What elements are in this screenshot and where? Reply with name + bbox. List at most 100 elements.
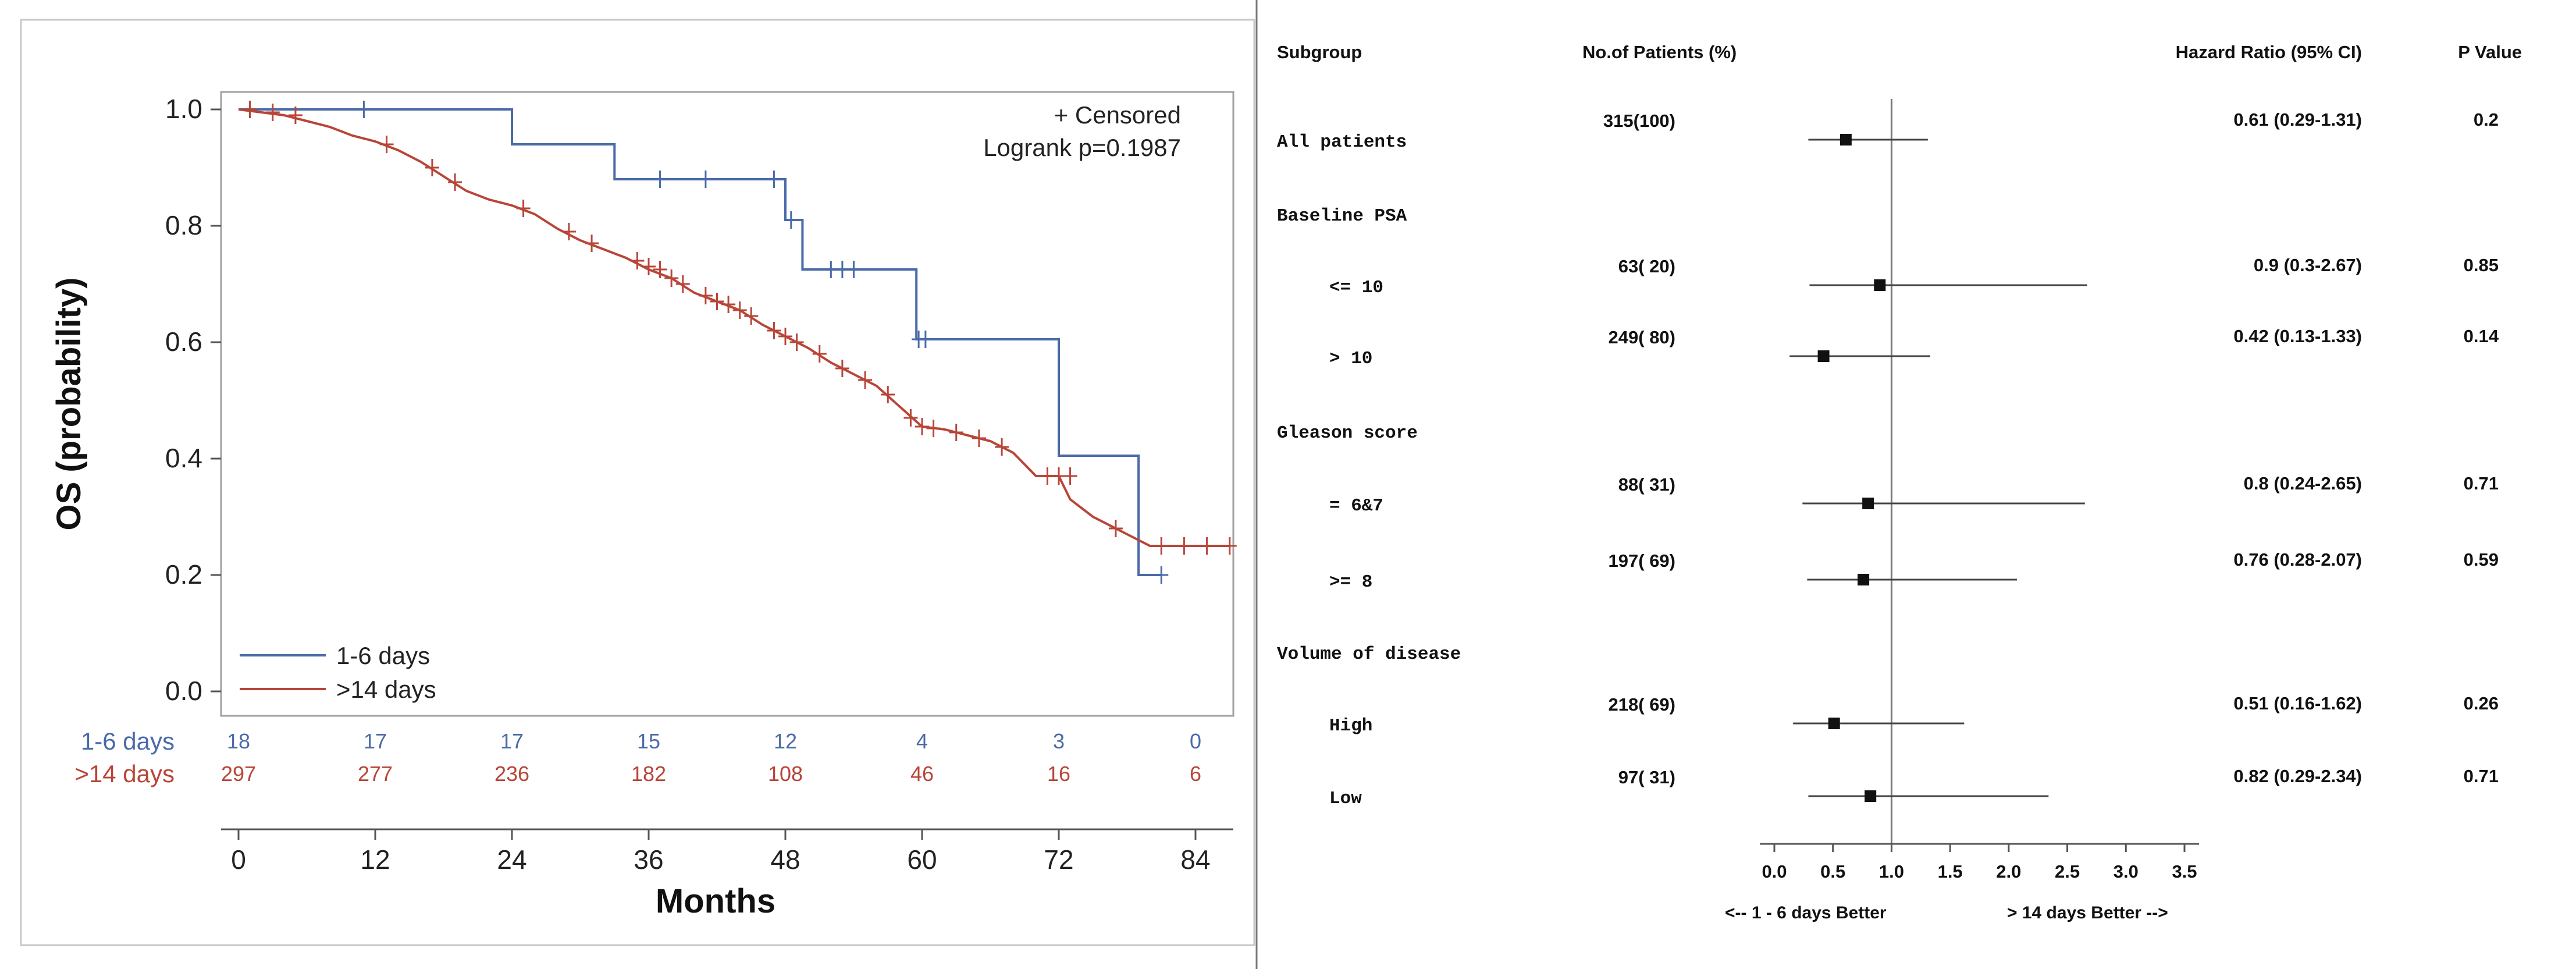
censor-mark [1177,537,1191,555]
p-value: 0.14 [2464,326,2499,346]
km-y-tick-label: 0.2 [165,559,202,590]
censor-mark [448,173,462,191]
at-risk-count: 277 [358,762,393,786]
censor-mark [425,159,439,176]
hr-point [1858,574,1870,585]
censored-legend: + Censored [1054,101,1181,129]
at-risk-group-label: 1-6 days [81,727,175,755]
hr-value: 0.51 (0.16-1.62) [2233,693,2362,714]
censor-mark [732,301,747,319]
km-x-tick-label: 36 [634,844,663,875]
km-panel-border [20,19,1255,946]
at-risk-count: 46 [910,762,934,786]
censor-mark [778,328,792,345]
censor-mark [721,296,736,313]
hr-point [1862,498,1874,509]
censor-mark [653,171,667,188]
p-value: 0.26 [2464,693,2499,714]
km-x-tick-label: 12 [360,844,390,875]
censor-mark [710,293,724,310]
km-y-tick-label: 0.4 [165,443,202,473]
subgroup-header: Volume of disease [1277,644,1461,665]
censor-mark [288,107,303,124]
subgroup-label: >= 8 [1329,572,1372,592]
km-curves [238,101,1237,584]
censor-mark [835,360,849,377]
censor-mark [516,200,531,217]
header-hazard-ratio: Hazard Ratio (95% CI) [2176,42,2362,62]
forest-x-tick-label: 1.5 [1938,861,1963,882]
at-risk-count: 18 [227,729,250,753]
at-risk-count: 182 [631,762,666,786]
km-x-tick-label: 84 [1180,844,1210,875]
hr-point [1817,350,1830,362]
censor-mark [653,261,667,278]
patient-count: 97( 31) [1618,767,1675,787]
censor-mark [767,171,781,188]
forest-rows: All patients 315(100) 0.61 (0.29-1.31) 0.2 B… [1277,99,2499,844]
hr-point [1874,279,1886,291]
km-y-tick-label: 1.0 [165,94,202,124]
km-panel: 0.00.20.40.60.81.0 0 12 24 36 48 60 72 84 1-6 d… [20,19,1255,946]
censor-mark [858,371,873,389]
hr-value: 0.9 (0.3-2.67) [2254,255,2362,275]
at-risk-count: 17 [364,729,387,753]
hr-value: 0.61 (0.29-1.31) [2233,109,2362,130]
censor-mark [767,322,781,339]
censor-mark [918,331,933,348]
at-risk-count: 12 [774,729,797,753]
censor-mark [903,409,918,427]
subgroup-label: High [1329,716,1372,736]
censor-mark [846,261,861,278]
km-x-tick-label: 60 [907,844,937,875]
at-risk-count: 0 [1190,729,1201,753]
censor-mark [642,258,656,275]
p-value: 0.59 [2464,549,2499,570]
forest-x-tick-label: 2.5 [2055,861,2080,882]
km-x-tick-label: 72 [1044,844,1073,875]
km-curve-short [239,108,1162,576]
at-risk-count: 297 [221,762,256,786]
forest-x-tick-label: 3.5 [2172,861,2197,882]
subgroup-label: Low [1329,789,1362,809]
patient-count: 218( 69) [1609,694,1675,715]
at-risk-count: 16 [1047,762,1070,786]
forest-x-axis: 0.0 0.5 1.0 1.5 2.0 2.5 3.0 3.5 [1760,843,2199,882]
forest-x-tick-label: 0.0 [1762,861,1787,882]
censor-mark [1200,537,1214,555]
hr-point [1865,790,1877,802]
censor-mark [949,424,963,441]
forest-x-tick-label: 3.0 [2114,861,2139,882]
p-value: 0.2 [2474,109,2499,130]
at-risk-count: 6 [1190,762,1201,786]
km-legend: 1-6 days >14 days [240,642,436,703]
p-value: 0.85 [2464,255,2499,275]
subgroup-label: > 10 [1329,349,1372,369]
forest-x-tick-label: 2.0 [1996,861,2021,882]
legend-label: 1-6 days [336,642,430,669]
p-value: 0.71 [2464,766,2499,786]
censor-mark [784,211,798,229]
forest-x-tick-label: 1.0 [1879,861,1904,882]
at-risk-count: 15 [637,729,660,753]
censor-mark [915,418,929,435]
subgroup-label: All patients [1277,132,1407,152]
patient-count: 197( 69) [1609,551,1675,571]
legend-label: >14 days [336,676,436,703]
censor-mark [812,345,827,363]
p-value: 0.71 [2464,473,2499,494]
censor-mark [698,171,713,188]
km-x-axis: 0 12 24 36 48 60 72 84 [221,828,1233,875]
km-x-tick-label: 48 [770,844,800,875]
censor-mark [926,420,941,437]
subgroup-label: <= 10 [1329,278,1383,298]
header-patients: No.of Patients (%) [1582,42,1737,62]
forest-left-label: <-- 1 - 6 days Better [1725,903,1887,922]
censor-mark [1154,537,1169,555]
censor-mark [1108,520,1123,537]
forest-right-label: > 14 days Better --> [2007,903,2168,922]
censor-mark [1222,537,1237,555]
censor-mark [561,223,576,240]
hr-value: 0.76 (0.28-2.07) [2233,549,2362,570]
censor-mark [972,430,986,447]
